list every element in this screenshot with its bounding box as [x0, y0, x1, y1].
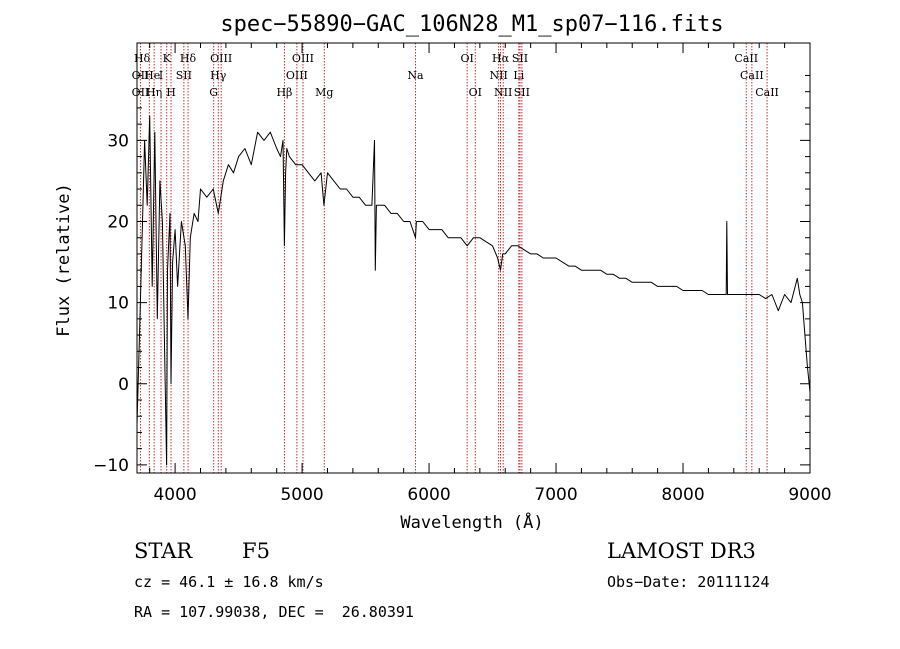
spectral-marker-lines [139, 43, 768, 473]
spectral-line-label: Hδ [134, 52, 151, 65]
spectral-line-label: Hα [492, 52, 510, 65]
spectral-line-label: SII [176, 69, 192, 82]
plot-frame [136, 42, 811, 474]
spectral-line-label: OI [460, 52, 473, 65]
spectrum-series [136, 115, 811, 466]
spectral-line-label: Hη [146, 86, 162, 99]
object-subclass: F5 [242, 539, 270, 563]
coords-text: RA = 107.99038, DEC = 26.80391 [134, 603, 414, 621]
spectral-line-label: OIII [292, 52, 314, 65]
x-tick-label: 5000 [280, 485, 323, 505]
obs-date-text: Obs−Date: 20111124 [607, 573, 770, 591]
spectral-line-label: Hγ [210, 69, 227, 82]
y-tick-label: 10 [107, 294, 129, 314]
spectral-line-label: SII [512, 52, 528, 65]
spectral-line-label: OIII [286, 69, 308, 82]
spectral-line-label: He [144, 69, 160, 82]
spectral-line-label: G [209, 86, 218, 99]
y-axis-label: Flux (relative) [54, 183, 74, 337]
spectral-line-label: CaII [740, 69, 764, 82]
spectral-line-label: NII [489, 69, 507, 82]
spectral-line-label: I [159, 69, 163, 82]
redshift-text: cz = 46.1 ± 16.8 km/s [134, 573, 324, 591]
spectral-line-label: H [166, 86, 176, 99]
survey-name: LAMOST DR3 [607, 539, 756, 563]
chart-title: spec−55890−GAC_106N28_M1_sp07−116.fits [220, 12, 723, 37]
spectral-line-label: Hβ [276, 86, 292, 99]
spectral-line-label: Na [407, 69, 424, 82]
x-axis-label: Wavelength (Å) [400, 511, 543, 533]
y-tick-label: 0 [118, 375, 129, 395]
object-class: STAR [134, 539, 193, 563]
spectral-line-label: NII [494, 86, 512, 99]
x-axis-ticks: 4000 5000 6000 7000 8000 9000 [149, 43, 832, 505]
spectral-line-label: SII [514, 86, 530, 99]
spectral-line-label: OII [132, 86, 150, 99]
spectral-line-label: Li [513, 69, 524, 82]
spectral-line-label: Hδ [180, 52, 197, 65]
spectral-line-label: OI [469, 86, 482, 99]
x-tick-label: 6000 [407, 485, 450, 505]
spectral-line-label: CaII [755, 86, 779, 99]
y-axis-ticks: −10 0 10 20 30 [93, 74, 810, 476]
x-tick-label: 4000 [153, 485, 196, 505]
spectrum-line [136, 115, 811, 466]
y-tick-label: 20 [107, 212, 129, 232]
y-tick-label: −10 [93, 456, 129, 476]
x-tick-label: 8000 [661, 485, 704, 505]
x-tick-label: 7000 [534, 485, 577, 505]
x-tick-label: 9000 [788, 485, 831, 505]
y-tick-label: 30 [107, 131, 129, 151]
spectral-line-label: K [163, 52, 172, 65]
spectral-line-label: OIII [210, 52, 232, 65]
spectral-line-label: Mg [315, 86, 333, 99]
spectral-line-label: CaII [734, 52, 758, 65]
